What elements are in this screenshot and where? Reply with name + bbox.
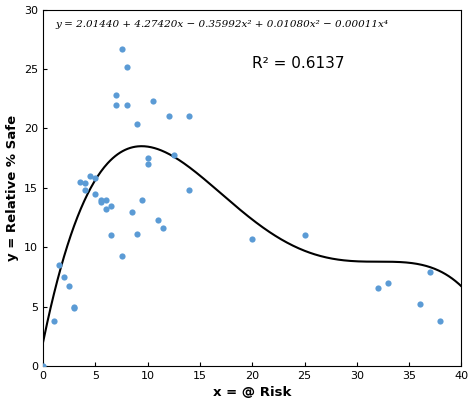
Point (112, 92, 120, 98)
Point (437, 318, 444, 324)
Point (55, 262, 63, 268)
Point (128, 208, 136, 215)
Point (123, 63, 130, 70)
Point (139, 196, 146, 203)
Point (248, 236, 256, 242)
Point (71, 303, 78, 310)
Point (160, 225, 167, 231)
Point (107, 232, 115, 239)
Point (301, 232, 308, 239)
Point (97, 196, 104, 203)
Point (384, 279, 392, 286)
Point (65, 283, 73, 290)
Point (149, 98, 157, 104)
Point (102, 196, 109, 203)
Point (107, 202, 115, 209)
Point (144, 161, 152, 167)
Point (118, 252, 125, 259)
Point (416, 301, 423, 307)
Point (81, 187, 89, 194)
Point (97, 199, 104, 205)
Point (186, 113, 193, 120)
Point (133, 120, 141, 127)
Point (374, 284, 382, 291)
Point (155, 217, 162, 223)
Point (76, 179, 83, 185)
Point (144, 155, 152, 161)
Point (133, 231, 141, 237)
X-axis label: x = @ Risk: x = @ Risk (213, 386, 292, 399)
Point (165, 113, 173, 120)
Point (426, 269, 434, 275)
Text: y = 2.01440 + 4.27420x − 0.35992x² + 0.01080x² − 0.00011x⁴: y = 2.01440 + 4.27420x − 0.35992x² + 0.0… (55, 20, 389, 29)
Point (170, 151, 178, 158)
Point (102, 206, 109, 212)
Y-axis label: y = Relative % Safe: y = Relative % Safe (6, 115, 18, 261)
Point (186, 187, 193, 194)
Point (60, 274, 68, 280)
Point (86, 173, 94, 179)
Point (39, 363, 47, 369)
Point (91, 190, 99, 197)
Point (118, 45, 125, 52)
Text: R² = 0.6137: R² = 0.6137 (252, 56, 345, 71)
Point (91, 175, 99, 181)
Point (81, 180, 89, 186)
Point (123, 101, 130, 108)
Point (71, 305, 78, 311)
Point (112, 101, 120, 108)
Point (50, 318, 57, 324)
